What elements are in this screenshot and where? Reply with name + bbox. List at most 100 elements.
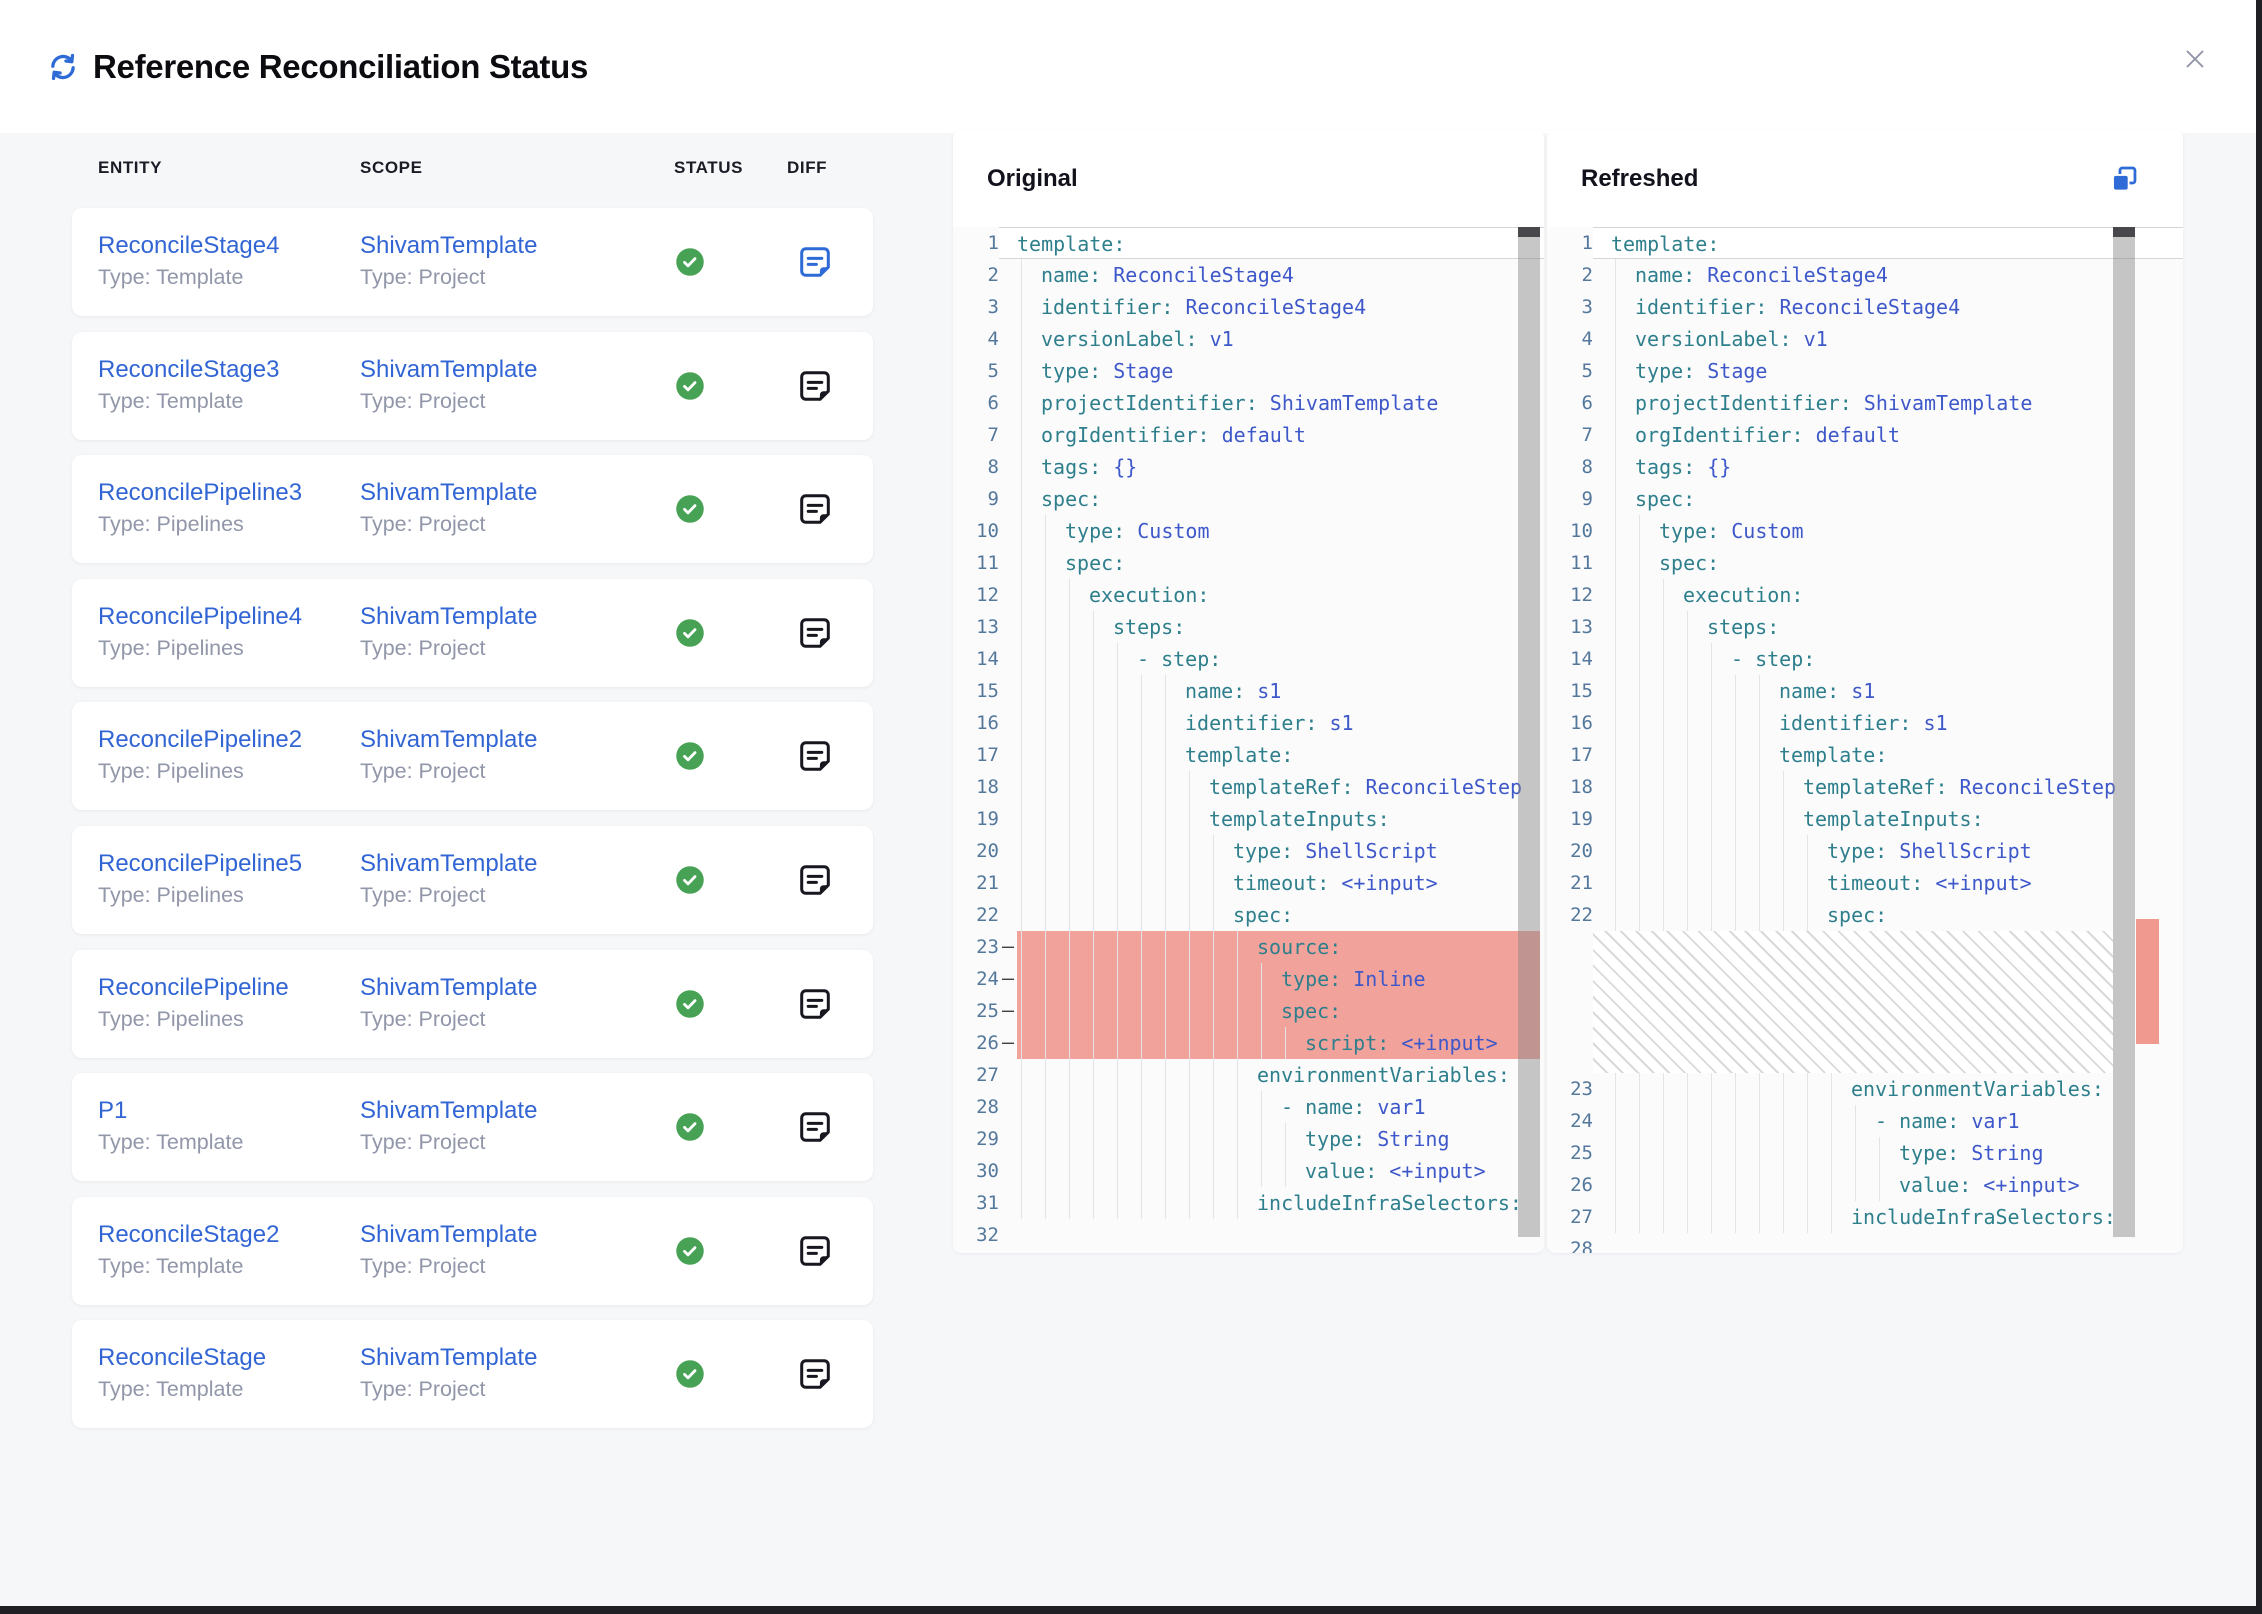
diff-file-icon[interactable] xyxy=(796,614,834,652)
line-number: 6 xyxy=(987,392,999,414)
entity-link[interactable]: ReconcilePipeline2 xyxy=(98,726,303,754)
scrollbar-thumb[interactable] xyxy=(1518,237,1540,1237)
entity-link[interactable]: ReconcileStage2 xyxy=(98,1220,280,1248)
line-number: 4 xyxy=(1581,328,1593,350)
entity-link[interactable]: ReconcilePipeline3 xyxy=(98,479,303,507)
scope-link[interactable]: ShivamTemplate xyxy=(360,1344,538,1372)
line-number: 11 xyxy=(1570,552,1593,574)
line-number: 2 xyxy=(987,264,999,286)
code-line: 7 orgIdentifier: default xyxy=(1547,419,2183,451)
close-icon[interactable] xyxy=(2178,42,2212,76)
entity-link[interactable]: ReconcileStage3 xyxy=(98,355,280,383)
refreshed-code-editor[interactable]: 1 template: 2 name: ReconcileStage4 3 identif… xyxy=(1547,227,2183,1253)
code-line: 15 name: s1 xyxy=(1547,675,2183,707)
entity-type-label: Type: Pipelines xyxy=(98,512,244,537)
copy-icon[interactable] xyxy=(2109,164,2139,194)
status-success-icon xyxy=(675,494,705,524)
original-panel-header: Original xyxy=(953,130,1544,227)
code-line: 20 type: ShellScript xyxy=(1547,835,2183,867)
modal-header: Reference Reconciliation Status xyxy=(0,0,2262,133)
diff-file-icon[interactable] xyxy=(796,861,834,899)
line-number: 13 xyxy=(1570,616,1593,638)
line-number: 19 xyxy=(1570,808,1593,830)
line-number: 17 xyxy=(976,744,999,766)
refresh-icon xyxy=(47,51,79,83)
vertical-scrollbar[interactable] xyxy=(1518,227,1540,1253)
diff-file-icon[interactable] xyxy=(796,490,834,528)
line-number: 8 xyxy=(1581,456,1593,478)
entity-link[interactable]: P1 xyxy=(98,1097,128,1125)
table-row: ReconcilePipeline Type: Pipelines Shivam… xyxy=(72,949,873,1058)
entity-link[interactable]: ReconcilePipeline xyxy=(98,973,289,1001)
code-line: 14- step: xyxy=(1547,643,2183,675)
refreshed-panel-header: Refreshed xyxy=(1547,130,2183,227)
diff-file-icon[interactable] xyxy=(796,985,834,1023)
removed-line-marker: – xyxy=(1001,998,1015,1022)
line-number: 1 xyxy=(987,232,999,254)
code-line: 19 templateInputs: xyxy=(953,803,1544,835)
table-row: ReconcileStage Type: Template ShivamTemp… xyxy=(72,1320,873,1429)
line-number: 9 xyxy=(987,488,999,510)
line-number: 20 xyxy=(1570,840,1593,862)
scope-link[interactable]: ShivamTemplate xyxy=(360,726,538,754)
line-number: 14 xyxy=(976,648,999,670)
scope-link[interactable]: ShivamTemplate xyxy=(360,602,538,630)
entity-type-label: Type: Template xyxy=(98,265,244,289)
diff-file-icon[interactable] xyxy=(796,1355,834,1393)
status-success-icon xyxy=(675,865,705,895)
scope-link[interactable]: ShivamTemplate xyxy=(360,232,538,259)
code-line: 17 template: xyxy=(1547,739,2183,771)
diff-file-icon[interactable] xyxy=(796,737,834,775)
scope-link[interactable]: ShivamTemplate xyxy=(360,973,538,1001)
diff-file-icon[interactable] xyxy=(796,367,834,405)
entity-link[interactable]: ReconcileStage4 xyxy=(98,232,280,259)
status-success-icon xyxy=(675,247,705,277)
line-number: 20 xyxy=(976,840,999,862)
line-number: 5 xyxy=(987,360,999,382)
status-success-icon xyxy=(675,989,705,1019)
original-code-editor[interactable]: 1 template: 2 name: ReconcileStage4 3 identif… xyxy=(953,227,1544,1253)
line-number: 11 xyxy=(976,552,999,574)
entity-type-label: Type: Pipelines xyxy=(98,635,244,660)
code-line: 14- step: xyxy=(953,643,1544,675)
code-line: 3 identifier: ReconcileStage4 xyxy=(953,291,1544,323)
entity-link[interactable]: ReconcilePipeline5 xyxy=(98,849,303,877)
line-number: 12 xyxy=(1570,584,1593,606)
code-line: 12 execution: xyxy=(953,579,1544,611)
vertical-scrollbar[interactable] xyxy=(2113,227,2135,1253)
scope-link[interactable]: ShivamTemplate xyxy=(360,1220,538,1248)
scope-link[interactable]: ShivamTemplate xyxy=(360,355,538,383)
scope-link[interactable]: ShivamTemplate xyxy=(360,1097,538,1125)
entity-type-label: Type: Template xyxy=(98,1130,244,1155)
code-line: 5 type: Stage xyxy=(953,355,1544,387)
line-number: 3 xyxy=(1581,296,1593,318)
line-number: 15 xyxy=(1570,680,1593,702)
diff-file-icon[interactable] xyxy=(796,243,834,281)
code-line: 10 type: Custom xyxy=(1547,515,2183,547)
code-line: 28- name: var1 xyxy=(953,1091,1544,1123)
table-row: ReconcilePipeline5 Type: Pipelines Shiva… xyxy=(72,825,873,934)
code-line: 20 type: ShellScript xyxy=(953,835,1544,867)
code-line: 25 type: String xyxy=(1547,1137,2183,1169)
line-number: 18 xyxy=(976,776,999,798)
code-line: 3 identifier: ReconcileStage4 xyxy=(1547,291,2183,323)
scope-type-label: Type: Project xyxy=(360,388,486,413)
code-line: 16 identifier: s1 xyxy=(953,707,1544,739)
code-line: 16 identifier: s1 xyxy=(1547,707,2183,739)
diff-file-icon[interactable] xyxy=(796,1108,834,1146)
code-line: 4 versionLabel: v1 xyxy=(1547,323,2183,355)
line-number: 9 xyxy=(1581,488,1593,510)
line-number: 26 xyxy=(1570,1174,1593,1196)
diff-file-icon[interactable] xyxy=(796,1232,834,1270)
scrollbar-thumb[interactable] xyxy=(2113,237,2135,1237)
entity-type-label: Type: Template xyxy=(98,388,244,413)
entity-link[interactable]: ReconcilePipeline4 xyxy=(98,602,303,630)
entity-type-label: Type: Pipelines xyxy=(98,1006,244,1031)
scope-link[interactable]: ShivamTemplate xyxy=(360,479,538,507)
line-number: 24 xyxy=(976,968,999,990)
scope-link[interactable]: ShivamTemplate xyxy=(360,849,538,877)
entity-link[interactable]: ReconcileStage xyxy=(98,1344,267,1372)
line-number: 27 xyxy=(1570,1206,1593,1228)
code-line: 7 orgIdentifier: default xyxy=(953,419,1544,451)
removed-lines-hatch-block xyxy=(1547,931,2183,1073)
